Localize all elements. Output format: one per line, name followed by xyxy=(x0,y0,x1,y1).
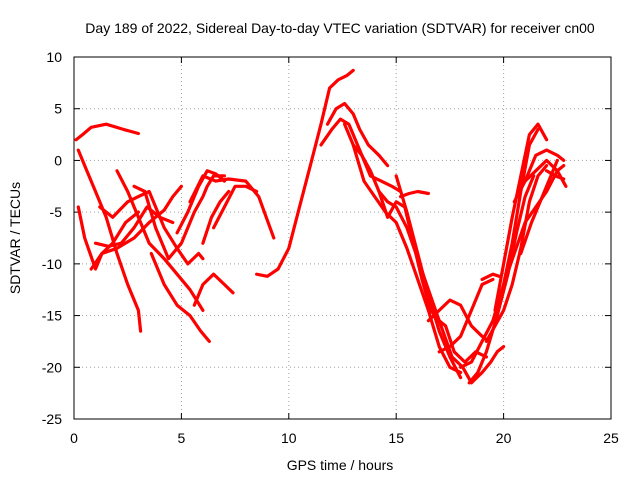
y-tick-label: -15 xyxy=(42,308,62,324)
series-line-s22 xyxy=(398,189,430,199)
x-tick-label: 20 xyxy=(496,430,512,446)
series-line-s17 xyxy=(319,117,403,194)
x-tick-label: 0 xyxy=(70,430,78,446)
plot-frame xyxy=(73,56,612,420)
y-tick-label: -20 xyxy=(42,359,62,375)
series-line-s9 xyxy=(149,251,211,343)
series-line-s32 xyxy=(523,148,566,183)
series-line-s8 xyxy=(132,174,226,261)
grid xyxy=(74,57,611,419)
y-tick-label: 0 xyxy=(54,152,62,168)
series-line-s15 xyxy=(255,68,355,278)
x-tick-label: 25 xyxy=(603,430,619,446)
series-line-s34 xyxy=(544,169,566,181)
y-axis-label: SDTVAR / TECUs xyxy=(7,182,23,294)
series-line-s6 xyxy=(98,189,205,266)
series-line-s4 xyxy=(89,184,183,271)
series-line-s1 xyxy=(74,122,140,142)
series-line-s28 xyxy=(484,164,549,343)
series-line-s26 xyxy=(480,272,501,281)
series-line-s2 xyxy=(76,148,143,333)
x-axis: 0 5 10 15 20 25 xyxy=(70,57,619,446)
series-line-s25 xyxy=(467,174,536,385)
series-line-s16 xyxy=(325,101,390,168)
series-line-s31 xyxy=(512,158,568,204)
y-tick-label: -10 xyxy=(42,256,62,272)
x-tick-label: 10 xyxy=(281,430,297,446)
series-line-s3 xyxy=(76,205,140,271)
series-line-s21 xyxy=(394,174,463,380)
series-line-s23 xyxy=(426,298,491,343)
chart-title: Day 189 of 2022, Sidereal Day-to-day VTE… xyxy=(85,20,595,36)
y-tick-label: -25 xyxy=(42,411,62,427)
series-line-s30 xyxy=(502,127,540,287)
y-tick-label: 5 xyxy=(54,101,62,117)
series-line-s27 xyxy=(459,164,566,369)
y-axis: -25 -20 -15 -10 -5 0 5 10 xyxy=(42,49,611,427)
series-line-s24 xyxy=(437,277,495,354)
series-line-s33 xyxy=(519,158,559,256)
y-tick-label: -5 xyxy=(50,204,63,220)
x-axis-label: GPS time / hours xyxy=(287,457,394,473)
series-line-s14 xyxy=(212,184,259,230)
y-tick-label: 10 xyxy=(46,49,62,65)
series-line-s19 xyxy=(351,143,463,375)
x-tick-label: 15 xyxy=(388,430,404,446)
series-line-s7 xyxy=(115,169,205,312)
series-line-s29 xyxy=(493,122,549,312)
plot-area xyxy=(74,68,568,385)
series-line-s12 xyxy=(192,272,235,307)
series-line-s20 xyxy=(377,189,488,364)
series-line-s11 xyxy=(188,174,276,240)
series-line-s13 xyxy=(201,189,231,245)
x-tick-label: 5 xyxy=(178,430,186,446)
